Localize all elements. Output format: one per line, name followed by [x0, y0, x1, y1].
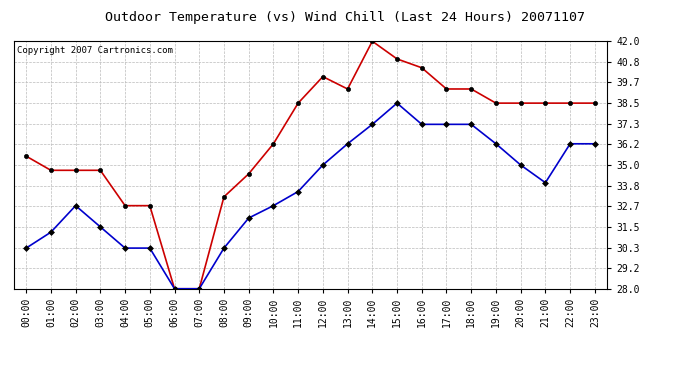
Text: Copyright 2007 Cartronics.com: Copyright 2007 Cartronics.com	[17, 46, 172, 55]
Text: Outdoor Temperature (vs) Wind Chill (Last 24 Hours) 20071107: Outdoor Temperature (vs) Wind Chill (Las…	[105, 11, 585, 24]
